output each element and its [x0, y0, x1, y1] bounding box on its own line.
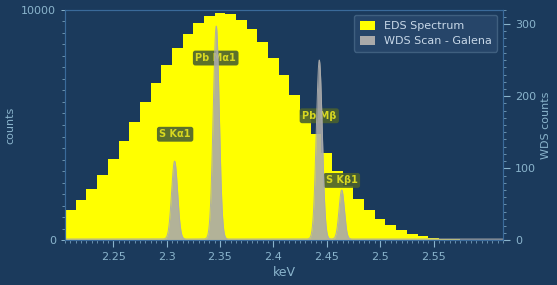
- Bar: [385, 225, 396, 241]
- Bar: [86, 188, 97, 241]
- Bar: [204, 16, 214, 241]
- Bar: [290, 95, 300, 241]
- Bar: [321, 153, 332, 241]
- Legend: EDS Spectrum, WDS Scan - Galena: EDS Spectrum, WDS Scan - Galena: [354, 15, 497, 52]
- Bar: [172, 48, 183, 241]
- Bar: [140, 103, 150, 241]
- Bar: [97, 174, 108, 241]
- Bar: [439, 239, 449, 241]
- X-axis label: keV: keV: [272, 266, 296, 280]
- Bar: [257, 42, 268, 241]
- Bar: [65, 210, 76, 241]
- Bar: [343, 186, 354, 241]
- Bar: [119, 141, 129, 241]
- Bar: [449, 239, 460, 241]
- Text: Pb Mα1: Pb Mα1: [196, 53, 236, 63]
- Bar: [193, 23, 204, 241]
- Bar: [354, 199, 364, 241]
- Text: Pb Mβ: Pb Mβ: [302, 111, 336, 121]
- Bar: [150, 83, 161, 241]
- Bar: [471, 240, 482, 241]
- Bar: [311, 135, 321, 241]
- Bar: [460, 240, 471, 241]
- Y-axis label: counts: counts: [6, 106, 16, 144]
- Bar: [268, 58, 278, 241]
- Text: S Kβ1: S Kβ1: [326, 176, 358, 186]
- Bar: [129, 122, 140, 241]
- Y-axis label: WDS counts: WDS counts: [541, 91, 551, 159]
- Bar: [428, 238, 439, 241]
- Bar: [407, 233, 418, 241]
- Bar: [108, 158, 119, 241]
- Bar: [183, 34, 193, 241]
- Bar: [418, 236, 428, 241]
- Bar: [300, 115, 311, 241]
- Bar: [375, 219, 385, 241]
- Bar: [332, 171, 343, 241]
- Bar: [214, 13, 226, 241]
- Bar: [161, 64, 172, 241]
- Bar: [76, 200, 86, 241]
- Bar: [396, 230, 407, 241]
- Bar: [226, 14, 236, 241]
- Text: S Kα1: S Kα1: [159, 129, 191, 139]
- Bar: [364, 210, 375, 241]
- Bar: [247, 29, 257, 241]
- Bar: [278, 76, 290, 241]
- Bar: [236, 20, 247, 241]
